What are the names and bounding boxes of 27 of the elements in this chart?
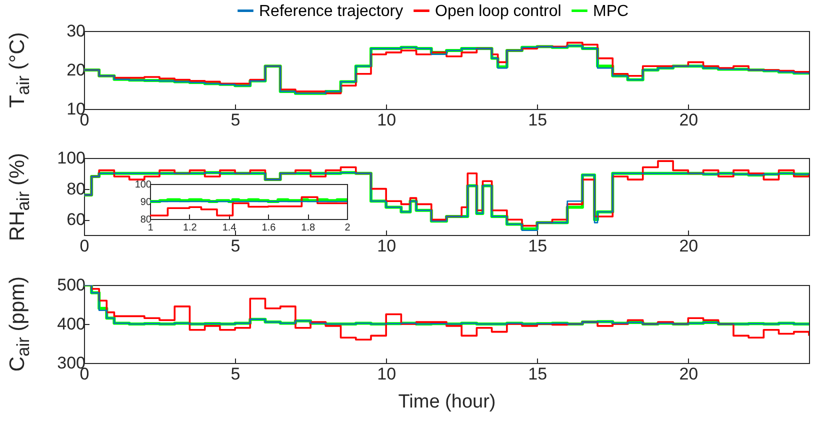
x-tick-label: 20 <box>679 236 698 256</box>
x-tick-label: 1.4 <box>222 222 237 234</box>
y-tick-label: 100 <box>57 148 86 168</box>
x-tick-label: 1.2 <box>182 222 198 234</box>
x-tick-label: 1 <box>148 222 154 234</box>
x-tick-label: 5 <box>230 364 240 384</box>
x-tick-label: 15 <box>528 364 548 384</box>
x-tick-label: 5 <box>230 236 240 256</box>
x-tick-label: 2 <box>344 222 351 234</box>
y-tick-label: 500 <box>57 276 86 294</box>
x-tick-label: 10 <box>377 236 396 256</box>
x-tick-label: 5 <box>230 110 240 130</box>
x-tick-label: 0 <box>80 236 90 256</box>
x-tick-label: 20 <box>679 110 698 130</box>
x-tick-label: 15 <box>528 110 548 130</box>
y-tick-label: 400 <box>57 314 86 334</box>
x-tick-label: 1.8 <box>301 222 316 234</box>
x-axis-title: Time (hour) <box>398 392 496 412</box>
x-tick-label: 1.6 <box>262 222 276 234</box>
x-tick-label: 15 <box>528 236 548 256</box>
legend-label: Open loop control <box>435 2 562 20</box>
x-tick-label: 20 <box>679 364 698 384</box>
legend-label: MPC <box>593 2 629 20</box>
x-tick-label: 10 <box>377 110 396 130</box>
legend-label: Reference trajectory <box>259 2 404 20</box>
y-tick-label: 30 <box>66 22 86 40</box>
x-tick-label: 10 <box>377 364 396 384</box>
